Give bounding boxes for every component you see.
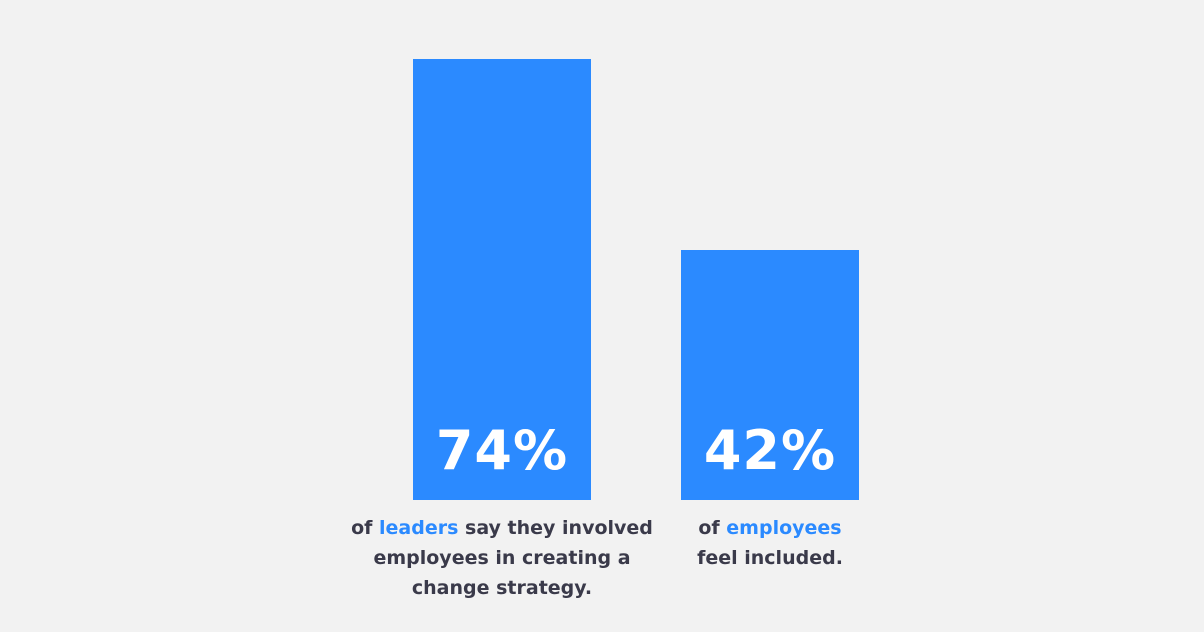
caption-employees: of employees feel included. — [610, 513, 930, 573]
caption-text: of — [698, 517, 727, 539]
caption-leaders: of leaders say they involved employees i… — [342, 513, 662, 603]
bar-value-label: 74% — [435, 419, 569, 482]
caption-line: employees in creating a — [373, 547, 631, 569]
caption-line: of employees — [610, 513, 930, 543]
caption-line: feel included. — [697, 547, 843, 569]
caption-line: of leaders say they involved — [342, 513, 662, 543]
caption-text: of — [351, 517, 379, 539]
caption-highlight: employees — [726, 517, 842, 539]
bar-value-label: 42% — [703, 419, 837, 482]
caption-highlight: leaders — [379, 517, 459, 539]
bar-employees: 42% — [681, 250, 859, 500]
caption-line: change strategy. — [411, 577, 593, 599]
bar-leaders: 74% — [413, 59, 591, 500]
caption-text: say they involved — [458, 517, 653, 539]
